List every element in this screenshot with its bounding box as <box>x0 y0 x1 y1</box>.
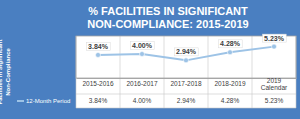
table-value: 4.28% <box>221 97 240 104</box>
text-line: Facilities in Significant <box>0 39 3 104</box>
table-value: 3.84% <box>89 97 108 104</box>
x-axis-line <box>77 78 297 79</box>
data-label-group: 4.00% <box>131 42 155 50</box>
plot-panel <box>76 36 296 108</box>
legend-label: 12-Month Period <box>26 98 70 104</box>
text-line: NON-COMPLIANCE: 2015-2019 <box>87 18 248 30</box>
data-label-box <box>131 42 155 50</box>
x-tick: 2017-2018 <box>170 78 201 87</box>
background <box>0 0 300 119</box>
data-label: 4.28% <box>220 40 241 47</box>
data-label-group: 2.94% <box>175 48 199 56</box>
series-point <box>140 52 145 57</box>
text-line: 2018-2019 <box>214 80 245 87</box>
series-point <box>228 50 233 55</box>
y-axis-title: Facilities in SignificantNon-Compliance <box>0 39 11 104</box>
text-line: 2015-2016 <box>82 80 113 87</box>
series-point <box>184 58 189 63</box>
data-label: 2.94% <box>176 48 197 55</box>
x-tick-label: 2015-2016 <box>82 80 113 87</box>
data-label-box <box>175 48 199 56</box>
data-label-group: 3.84% <box>87 42 111 50</box>
x-tick: 2018-2019 <box>214 78 245 87</box>
chart-container: % FACILITIES IN SIGNIFICANTNON-COMPLIANC… <box>0 0 300 119</box>
data-label: 4.00% <box>132 42 153 49</box>
x-tick: 2015-2016 <box>82 78 113 87</box>
x-tick-label: 2018-2019 <box>214 80 245 87</box>
x-tick-label: 2017-2018 <box>170 80 201 87</box>
x-tick: 2016-2017 <box>126 78 157 87</box>
data-label-box <box>263 34 287 42</box>
table-row: 12-Month Period 3.84% 4.00% 2.94% 4.28% 5.23% <box>17 97 283 104</box>
data-labels: 3.84% 4.00% 2.94% 4.28% 5.23% <box>87 34 287 56</box>
table-value: 2.94% <box>177 97 196 104</box>
cell-border <box>76 108 296 109</box>
cell-border <box>252 36 253 108</box>
cell-border <box>120 36 121 108</box>
legend-key <box>17 100 24 102</box>
cell-border <box>164 36 165 108</box>
text-line: 2017-2018 <box>170 80 201 87</box>
text-line: Non-Compliance <box>5 48 11 96</box>
series-point <box>96 52 101 57</box>
data-label-box <box>87 42 111 50</box>
table-value: 4.00% <box>133 97 152 104</box>
text-line: 2019 <box>267 77 282 84</box>
cell-border <box>208 36 209 108</box>
table-value: 5.23% <box>265 97 284 104</box>
x-tick-label: 2016-2017 <box>126 80 157 87</box>
data-label: 3.84% <box>88 43 109 50</box>
x-axis: 2015-2016 2016-2017 2017-2018 2018-2019 2019… <box>77 77 297 91</box>
data-label-box <box>219 40 243 48</box>
marks <box>96 44 277 63</box>
series-point <box>272 44 277 49</box>
cell-border <box>76 94 296 95</box>
title: % FACILITIES IN SIGNIFICANTNON-COMPLIANC… <box>87 5 248 30</box>
x-tick-label: 2019Calendar <box>261 77 288 91</box>
x-tick: 2019Calendar <box>261 77 288 91</box>
cell-borders <box>76 36 296 108</box>
chart-svg: % FACILITIES IN SIGNIFICANTNON-COMPLIANC… <box>0 0 300 119</box>
text-line: Calendar <box>261 84 288 91</box>
data-label-group: 4.28% <box>219 40 243 48</box>
text-line: 2016-2017 <box>126 80 157 87</box>
data-label-group: 5.23% <box>263 34 287 42</box>
text-line: % FACILITIES IN SIGNIFICANT <box>88 5 248 17</box>
data-label: 5.23% <box>264 35 285 42</box>
